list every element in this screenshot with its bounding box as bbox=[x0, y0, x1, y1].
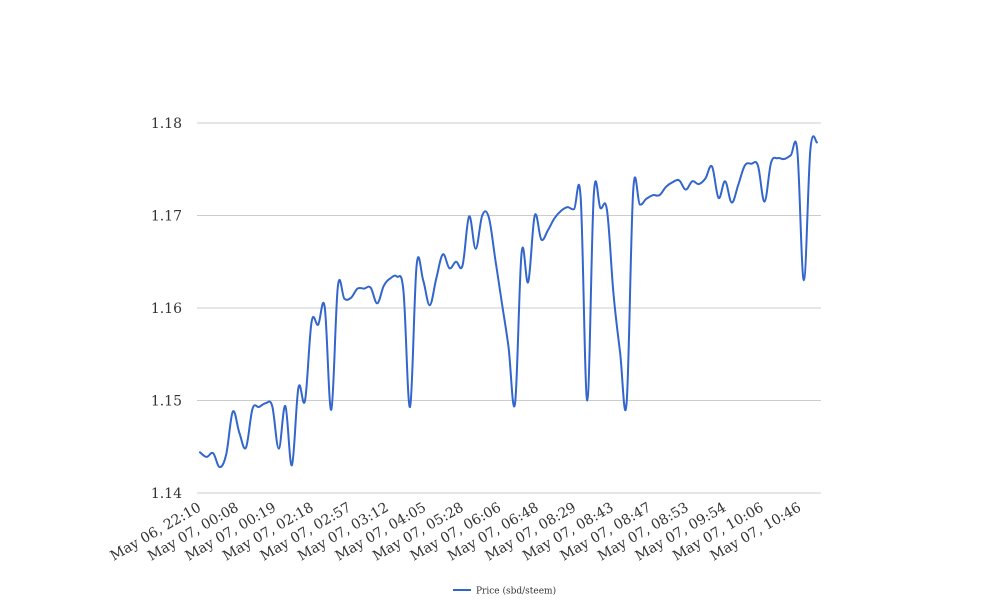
y-tick-label: 1.18 bbox=[151, 116, 182, 132]
legend-label-price: Price (sbd/steem) bbox=[476, 586, 556, 597]
y-tick-label: 1.17 bbox=[151, 209, 182, 225]
legend[interactable]: Price (sbd/steem) bbox=[453, 586, 556, 597]
y-tick-label: 1.14 bbox=[151, 486, 182, 502]
y-tick-label: 1.16 bbox=[151, 301, 182, 317]
grid-lines bbox=[197, 122, 821, 494]
y-tick-label: 1.15 bbox=[151, 394, 182, 410]
series-line-price bbox=[199, 135, 818, 469]
series-layer bbox=[199, 135, 818, 469]
y-axis-ticks: 1.14 1.15 1.16 1.17 1.18 bbox=[151, 116, 182, 502]
